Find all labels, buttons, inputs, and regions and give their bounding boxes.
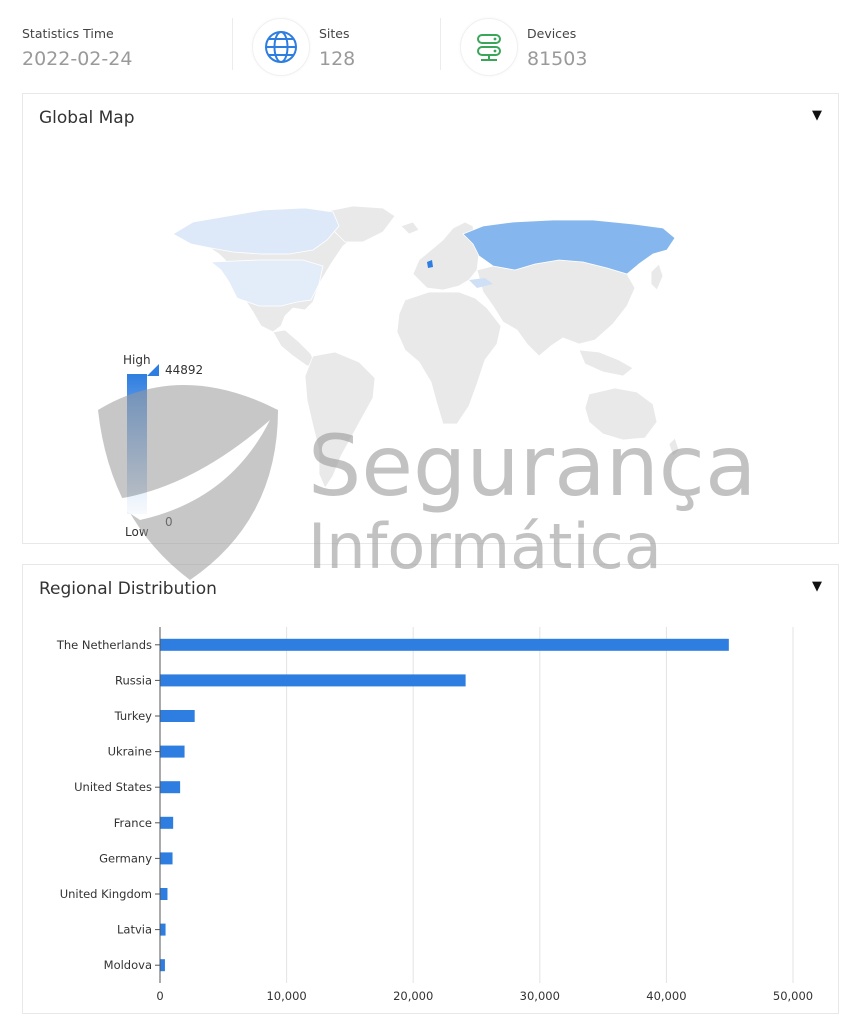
map-region-africa[interactable]	[396, 291, 502, 425]
map-region-netherlands[interactable]	[427, 260, 433, 268]
legend-high-label: High	[123, 353, 151, 367]
y-category-label: Latvia	[117, 923, 152, 937]
map-region-iceland[interactable]	[400, 221, 420, 235]
bar-ukraine[interactable]	[160, 745, 185, 758]
legend-gradient-bar[interactable]	[127, 374, 147, 514]
bar-moldova[interactable]	[160, 959, 165, 972]
legend-max-handle[interactable]	[147, 364, 159, 376]
bar-united-kingdom[interactable]	[160, 888, 168, 900]
stat-devices-label: Devices	[527, 26, 577, 41]
map-region-turkey[interactable]	[469, 278, 493, 288]
stat-divider	[440, 18, 441, 70]
map-region-united-states[interactable]	[209, 259, 324, 307]
global-map-panel: Global Map ▼	[22, 93, 839, 544]
bar-united-states[interactable]	[160, 781, 181, 794]
map-region-central-america[interactable]	[272, 329, 316, 367]
x-tick-label: 20,000	[393, 989, 433, 1003]
y-category-label: The Netherlands	[56, 638, 152, 652]
x-tick-label: 10,000	[266, 989, 306, 1003]
map-region-japan[interactable]	[650, 263, 664, 291]
map-region-asia[interactable]	[476, 259, 636, 357]
map-region-canada[interactable]	[172, 207, 340, 255]
legend-max-value: 44892	[165, 363, 203, 377]
bar-turkey[interactable]	[160, 710, 195, 722]
y-category-label: Ukraine	[108, 745, 152, 759]
y-category-label: Russia	[115, 673, 152, 687]
bar-germany[interactable]	[160, 852, 173, 865]
y-category-label: United Kingdom	[60, 887, 152, 901]
map-region-new-zealand[interactable]	[668, 437, 680, 457]
x-tick-label: 30,000	[520, 989, 560, 1003]
bar-russia[interactable]	[160, 674, 466, 687]
bar-latvia[interactable]	[160, 923, 166, 936]
map-region-australia[interactable]	[584, 387, 658, 441]
global-map-title: Global Map	[39, 108, 135, 128]
map-region-greenland[interactable]	[322, 205, 396, 243]
y-category-label: Germany	[99, 851, 152, 865]
regional-bar-chart: 0 10,000 20,000 30,000 40,000 50,000 The Nethe…	[56, 627, 813, 1003]
stat-time-label: Statistics Time	[22, 26, 114, 41]
bar-the-netherlands[interactable]	[160, 638, 729, 651]
globe-icon	[252, 18, 310, 76]
stat-divider	[232, 18, 233, 70]
legend-min-value: 0	[165, 515, 173, 529]
regional-distribution-collapse-button[interactable]: ▼	[812, 579, 822, 594]
map-region-southeast-asia[interactable]	[578, 349, 634, 377]
map-region-russia[interactable]	[462, 219, 676, 275]
y-category-label: Moldova	[104, 958, 152, 972]
global-map-collapse-button[interactable]: ▼	[812, 108, 822, 123]
regional-distribution-panel: Regional Distribution ▼ 0 10,000 20,000 30,…	[22, 564, 839, 1014]
bar-france[interactable]	[160, 816, 174, 829]
stats-bar: Statistics Time 2022-02-24 Sites 128	[0, 0, 850, 90]
y-category-label: Turkey	[114, 709, 153, 723]
stat-sites-value: 128	[319, 48, 356, 70]
stat-sites-label: Sites	[319, 26, 350, 41]
stat-time-value: 2022-02-24	[22, 48, 133, 70]
y-category-label: United States	[74, 780, 152, 794]
y-category-label: France	[114, 816, 152, 830]
stat-devices-value: 81503	[527, 48, 588, 70]
x-tick-label: 50,000	[773, 989, 813, 1003]
x-tick-label: 0	[156, 989, 163, 1003]
map-region-south-america[interactable]	[304, 351, 376, 489]
legend-low-label: Low	[125, 525, 149, 539]
world-map: High 44892 Low 0	[123, 205, 680, 539]
x-tick-label: 40,000	[646, 989, 686, 1003]
regional-distribution-title: Regional Distribution	[39, 579, 217, 599]
server-icon	[460, 18, 518, 76]
